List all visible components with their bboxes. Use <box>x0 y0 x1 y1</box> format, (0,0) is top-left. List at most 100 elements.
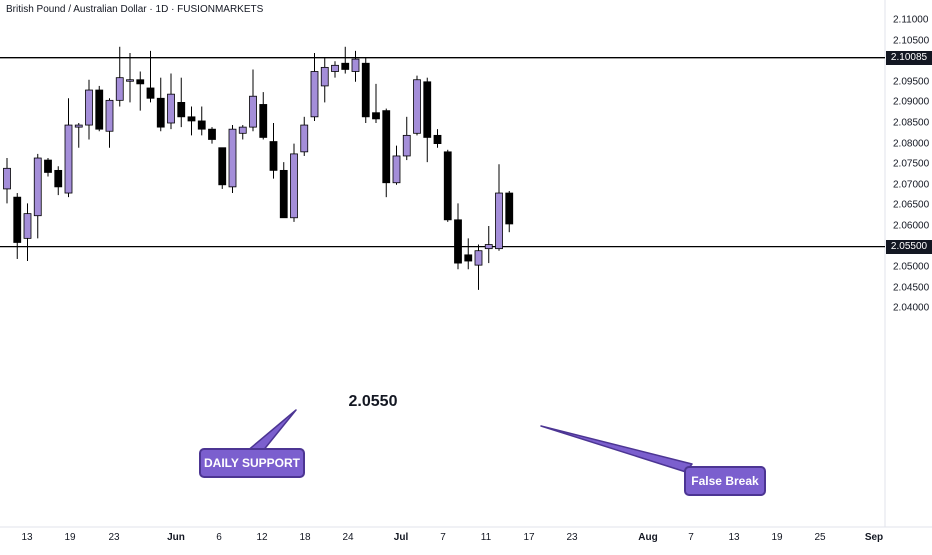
date-tick-label: 18 <box>299 532 311 543</box>
price-level-tag: 2.10085 <box>886 50 932 65</box>
candle <box>300 116 309 156</box>
date-tick-label: Sep <box>864 532 884 543</box>
horizontal-levels <box>0 57 885 248</box>
date-tick-label: 23 <box>108 532 120 543</box>
candle <box>433 129 442 148</box>
candle <box>361 57 370 123</box>
candle-body-bull <box>249 95 257 128</box>
date-tick-label: 6 <box>216 532 222 543</box>
candle <box>3 158 11 204</box>
candle <box>156 77 165 132</box>
price-tick-label: 2.09000 <box>893 96 930 108</box>
date-tick-label: 7 <box>440 532 446 543</box>
candle-body-bull <box>402 134 411 157</box>
candle <box>167 73 175 130</box>
price-tick-label: 2.07500 <box>893 158 930 170</box>
candle-body-bull <box>126 79 134 82</box>
candle-body-bear <box>454 219 462 264</box>
candle <box>443 149 452 222</box>
candle <box>495 164 503 251</box>
candle <box>464 238 473 270</box>
date-tick-label: 19 <box>64 532 76 543</box>
candle-body-bear <box>44 159 52 173</box>
candle <box>423 77 432 163</box>
candle-body-bear <box>423 81 432 138</box>
candle <box>33 153 42 239</box>
date-tick-label: Jul <box>393 532 409 543</box>
date-tick-label: Aug <box>638 532 658 543</box>
candle <box>331 61 339 78</box>
candle <box>218 147 227 189</box>
candle <box>13 193 22 259</box>
candle-body-bull <box>310 71 319 118</box>
candle-body-bull <box>228 128 237 188</box>
candle <box>320 57 329 103</box>
candle <box>228 125 237 194</box>
candle-body-bull <box>331 64 339 72</box>
candle-body-bull <box>495 192 503 250</box>
candle <box>402 116 411 161</box>
candle-body-bear <box>177 102 186 118</box>
candle-body-bear <box>187 116 196 122</box>
candle-body-bear <box>443 151 452 221</box>
candle-body-bull <box>74 124 83 128</box>
candle-body-bear <box>259 104 268 138</box>
daily-support-pointer <box>245 409 297 453</box>
false-break-callout: False Break <box>684 466 766 496</box>
candle <box>187 106 196 136</box>
candle-body-bull <box>300 124 309 153</box>
candle-body-bear <box>279 169 288 219</box>
candle <box>484 226 493 264</box>
price-tick-label: 2.04000 <box>893 302 930 314</box>
candle-body-bear <box>505 192 514 225</box>
candle-body-bear <box>146 87 155 99</box>
price-tick-label: 2.11000 <box>893 14 929 26</box>
candle <box>310 52 319 121</box>
candle <box>372 83 380 123</box>
candle-body-bull <box>105 99 114 132</box>
candle-body-bear <box>197 120 206 130</box>
candle <box>44 158 52 177</box>
candle-body-bear <box>95 89 104 130</box>
candle-body-bull <box>290 153 298 219</box>
candle <box>95 85 104 132</box>
date-tick-label: 7 <box>688 532 694 543</box>
candle <box>126 52 134 103</box>
candle-body-bull <box>167 93 175 124</box>
candle-body-bull <box>115 77 124 101</box>
candle-body-bear <box>13 196 22 243</box>
date-tick-label: 11 <box>480 532 492 543</box>
candle <box>413 75 421 136</box>
candle-body-bear <box>136 79 145 85</box>
candle-body-bear <box>361 62 370 118</box>
date-tick-label: 25 <box>814 532 826 543</box>
chart-title: British Pound / Australian Dollar · 1D ·… <box>6 4 264 15</box>
candle-body-bull <box>474 250 483 266</box>
candle <box>146 50 155 103</box>
candle-body-bull <box>351 58 360 72</box>
candle-body-bear <box>269 141 278 171</box>
candle <box>238 125 247 140</box>
candle-body-bull <box>392 155 401 184</box>
candle-body-bull <box>238 126 247 134</box>
candle <box>454 203 462 270</box>
date-tick-label: 13 <box>728 532 740 543</box>
candle-body-bear <box>433 134 442 145</box>
candle-body-bull <box>64 124 73 194</box>
price-tick-label: 2.06500 <box>893 199 930 211</box>
support-level-label: 2.0550 <box>336 392 410 412</box>
date-tick-label: 13 <box>21 532 33 543</box>
candle <box>474 244 483 290</box>
false-break-pointer <box>540 425 693 473</box>
date-tick-label: Jun <box>167 532 185 543</box>
price-tick-label: 2.07000 <box>893 179 930 191</box>
candle-body-bear <box>372 112 380 120</box>
callout-pointers <box>245 409 693 473</box>
candle <box>341 46 350 74</box>
candle-body-bull <box>23 213 32 239</box>
date-tick-label: 19 <box>771 532 783 543</box>
price-tick-label: 2.08000 <box>893 138 930 150</box>
daily-support-callout: DAILY SUPPORT <box>199 448 305 478</box>
candle <box>64 98 73 198</box>
candle <box>197 106 206 136</box>
